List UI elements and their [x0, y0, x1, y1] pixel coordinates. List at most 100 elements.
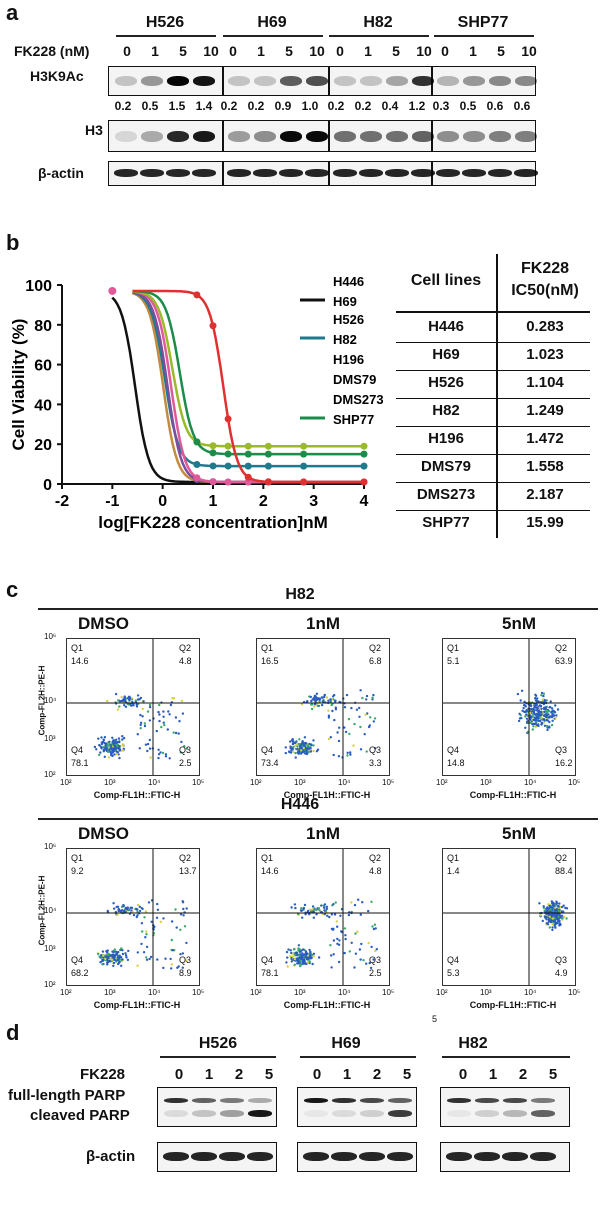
point-dms273: [360, 450, 368, 458]
x-axis-label: Comp-FL1H::FTIC-H: [469, 1000, 557, 1010]
point-h526: [264, 462, 272, 470]
event: [115, 752, 119, 756]
event: [116, 959, 119, 962]
event: [146, 742, 150, 746]
quad-label: Q4: [447, 955, 460, 965]
x-tick-label: 10²: [250, 778, 262, 787]
event: [181, 712, 185, 715]
event: [112, 742, 115, 745]
event: [121, 958, 124, 961]
blot-h3k9ac: [108, 66, 537, 96]
event: [554, 716, 557, 720]
event: [358, 948, 362, 951]
event: [118, 756, 121, 760]
y-tick-label: 10²: [44, 770, 56, 779]
event: [545, 724, 549, 728]
event: [147, 901, 151, 904]
event: [185, 907, 188, 910]
event: [373, 923, 377, 926]
event: [128, 697, 131, 701]
point-dms79: [244, 442, 252, 450]
event: [560, 914, 564, 917]
x-tick-label: 10³: [480, 778, 492, 787]
event: [551, 926, 554, 929]
event: [540, 694, 543, 697]
event: [120, 695, 123, 699]
event: [139, 696, 143, 700]
event: [318, 909, 321, 912]
event: [367, 941, 370, 945]
event: [300, 749, 303, 752]
event: [545, 714, 548, 717]
event: [121, 952, 125, 956]
event: [315, 692, 319, 695]
event: [141, 715, 144, 718]
event: [333, 693, 336, 697]
d-row-label-actin: β-actin: [86, 1148, 136, 1165]
dose-0-3: 10: [203, 43, 219, 59]
point-dms79: [209, 442, 217, 450]
event: [118, 705, 121, 708]
event: [368, 961, 371, 965]
event: [181, 952, 185, 955]
blot-h3: [108, 120, 537, 152]
band: [530, 1152, 556, 1161]
event: [350, 706, 353, 710]
band: [140, 169, 164, 177]
event: [175, 926, 178, 929]
event: [168, 713, 171, 716]
point-dms273: [264, 450, 272, 458]
event: [323, 695, 326, 699]
event: [129, 906, 132, 909]
event: [289, 955, 292, 958]
event: [294, 954, 297, 957]
event: [115, 750, 118, 753]
event: [149, 955, 153, 959]
event: [358, 706, 361, 710]
event: [125, 908, 129, 911]
event: [162, 721, 165, 724]
event: [302, 958, 305, 962]
quad-value: 14.6: [71, 656, 89, 666]
event: [520, 716, 523, 720]
event: [305, 750, 308, 754]
event: [542, 905, 545, 908]
x-axis-label: Comp-FL1H::FTIC-H: [93, 790, 181, 800]
event: [332, 903, 335, 906]
y-tick-label: 10³: [44, 734, 56, 743]
event: [123, 909, 126, 912]
event: [536, 697, 539, 700]
event: [323, 909, 326, 912]
event: [121, 743, 124, 746]
band: [359, 1152, 385, 1161]
event: [343, 927, 347, 930]
quant-value: 0.9: [274, 99, 292, 113]
panel-a-label: a: [6, 0, 19, 25]
dose-0-0: 0: [123, 43, 131, 59]
event: [367, 909, 370, 913]
event: [345, 693, 349, 697]
event: [288, 750, 291, 753]
event: [107, 750, 110, 754]
event: [545, 916, 548, 919]
d-dose-2-2: 2: [518, 1066, 528, 1083]
event: [541, 698, 545, 701]
x-tick-label: 10³: [480, 988, 492, 997]
event: [370, 945, 373, 949]
event: [145, 958, 149, 961]
x-tick-label: 10⁴: [148, 988, 161, 997]
event: [350, 901, 353, 904]
event: [285, 950, 289, 954]
event: [174, 716, 178, 719]
event: [517, 719, 521, 723]
event: [102, 745, 105, 749]
event: [374, 927, 377, 930]
event: [143, 722, 146, 725]
event: [148, 719, 152, 722]
legend-label-h69: H69: [333, 294, 357, 309]
event: [346, 751, 349, 754]
event: [298, 950, 301, 953]
quad-value: 4.9: [555, 968, 568, 978]
event: [541, 700, 544, 704]
band: [334, 131, 356, 142]
